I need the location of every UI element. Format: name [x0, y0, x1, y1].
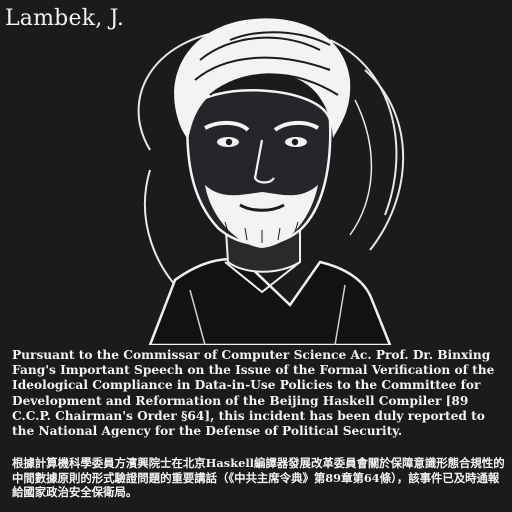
shoulders [148, 258, 392, 345]
beard-texture [224, 221, 299, 243]
hair-strands [194, 31, 339, 96]
beard [205, 185, 318, 248]
eyes [204, 121, 320, 147]
name-label: Lambek, J. [5, 6, 125, 31]
portrait-illustration [137, 18, 405, 345]
notice-chinese: 根據計算機科學委員方濱興院士在北京Haskell編譯器發展改革委員會關於保障意識… [12, 456, 505, 500]
nose [253, 139, 275, 184]
notice-english: Pursuant to the Commissar of Computer Sc… [12, 348, 495, 439]
halo-arcs [137, 29, 405, 301]
mouth [239, 203, 285, 212]
